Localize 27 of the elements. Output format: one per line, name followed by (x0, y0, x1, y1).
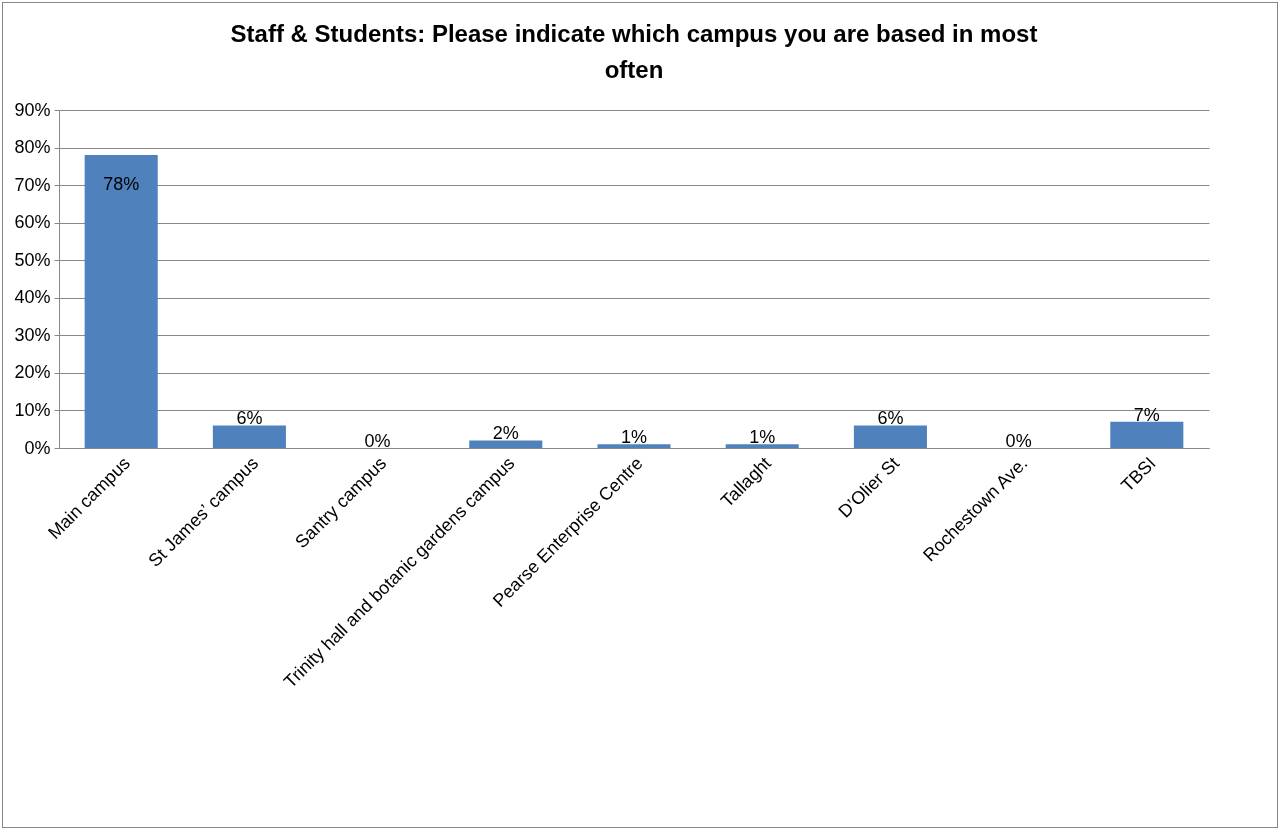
bar (469, 440, 543, 448)
data-label: 7% (1133, 404, 1160, 425)
bar (853, 425, 927, 448)
data-label: 0% (364, 431, 391, 451)
y-tick-label: 70% (14, 174, 51, 195)
bar (212, 425, 286, 448)
y-tick-label: 60% (14, 212, 51, 233)
data-label: 6% (877, 408, 904, 429)
y-tick-label: 20% (14, 362, 51, 383)
data-label: 0% (1005, 431, 1032, 451)
y-tick-label: 80% (14, 137, 51, 158)
data-label: 78% (103, 174, 140, 195)
y-tick-label: 0% (24, 437, 51, 458)
chart-title: Staff & Students: Please indicate which campus you are based in most often (230, 20, 1038, 83)
bar (1110, 421, 1184, 448)
data-label: 1% (749, 427, 776, 448)
bar (725, 444, 799, 448)
y-tick-label: 90% (14, 99, 51, 120)
data-label: 2% (492, 423, 519, 444)
y-tick-label: 30% (14, 324, 51, 345)
y-tick-label: 10% (14, 399, 51, 420)
data-label: 1% (620, 427, 648, 448)
y-tick-label: 50% (14, 249, 51, 270)
bar (84, 155, 158, 448)
y-tick-label: 40% (14, 287, 51, 308)
data-label: 6% (236, 408, 263, 429)
bar (597, 444, 671, 448)
